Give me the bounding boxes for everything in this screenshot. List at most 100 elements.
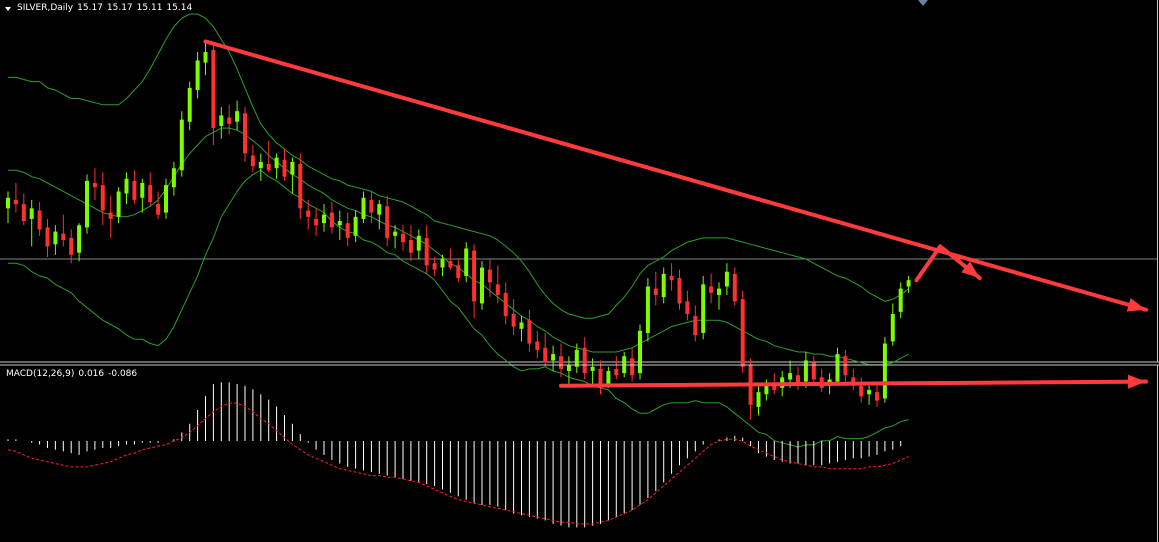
candle[interactable] xyxy=(337,210,342,241)
candle[interactable] xyxy=(464,242,469,283)
candle[interactable] xyxy=(582,337,587,380)
candle[interactable] xyxy=(843,349,848,382)
candle[interactable] xyxy=(61,214,66,247)
candle[interactable] xyxy=(669,263,674,291)
candle[interactable] xyxy=(859,377,864,403)
candle[interactable] xyxy=(717,282,721,310)
candle[interactable] xyxy=(29,199,34,247)
candle[interactable] xyxy=(851,368,856,391)
candle[interactable] xyxy=(77,223,82,262)
candle[interactable] xyxy=(661,267,666,304)
candle[interactable] xyxy=(701,275,706,340)
candle[interactable] xyxy=(511,299,516,336)
candle[interactable] xyxy=(440,254,445,276)
candle[interactable] xyxy=(171,161,176,196)
candle[interactable] xyxy=(21,193,26,226)
candle[interactable] xyxy=(13,183,18,213)
candle[interactable] xyxy=(898,282,903,319)
candle[interactable] xyxy=(203,41,208,76)
candle[interactable] xyxy=(219,106,224,139)
trendline-2[interactable] xyxy=(559,379,1148,388)
candle[interactable] xyxy=(835,347,840,386)
candle[interactable] xyxy=(401,225,405,251)
candle[interactable] xyxy=(290,157,295,194)
candle[interactable] xyxy=(559,343,563,378)
candle[interactable] xyxy=(685,290,690,321)
candle[interactable] xyxy=(322,204,326,232)
candle[interactable] xyxy=(187,81,192,131)
candle[interactable] xyxy=(732,267,737,306)
candle[interactable] xyxy=(164,178,168,219)
candle[interactable] xyxy=(543,332,548,367)
candle[interactable] xyxy=(519,316,524,342)
candle[interactable] xyxy=(535,330,540,359)
candle[interactable] xyxy=(393,225,398,249)
candle[interactable] xyxy=(480,261,484,310)
candle[interactable] xyxy=(329,202,334,234)
candle[interactable] xyxy=(100,172,105,226)
candle[interactable] xyxy=(266,140,271,173)
candle[interactable] xyxy=(875,381,879,407)
candle[interactable] xyxy=(124,172,129,205)
candle[interactable] xyxy=(195,52,200,99)
candle[interactable] xyxy=(353,210,358,243)
candle[interactable] xyxy=(495,265,500,304)
candle[interactable] xyxy=(69,229,74,264)
candle[interactable] xyxy=(424,225,429,274)
candle[interactable] xyxy=(456,259,461,283)
trendline-1[interactable] xyxy=(203,39,1148,312)
candle[interactable] xyxy=(796,366,800,391)
candle[interactable] xyxy=(803,352,808,388)
candle[interactable] xyxy=(306,199,311,230)
candle[interactable] xyxy=(756,385,761,416)
candle[interactable] xyxy=(653,271,658,306)
candle[interactable] xyxy=(724,263,729,295)
candle[interactable] xyxy=(258,153,263,181)
candle[interactable] xyxy=(361,191,366,224)
candle[interactable] xyxy=(6,191,10,224)
candle[interactable] xyxy=(693,305,698,342)
candle[interactable] xyxy=(314,208,319,236)
candle[interactable] xyxy=(890,303,895,346)
candle[interactable] xyxy=(243,106,247,162)
candle[interactable] xyxy=(45,218,50,257)
candle[interactable] xyxy=(416,229,421,260)
candle[interactable] xyxy=(53,225,58,255)
candle[interactable] xyxy=(274,153,279,179)
candle[interactable] xyxy=(638,324,642,380)
shift-marker-icon[interactable] xyxy=(918,0,928,6)
trendline-3[interactable] xyxy=(914,244,943,283)
candle[interactable] xyxy=(614,356,619,380)
candle[interactable] xyxy=(566,356,571,384)
candle[interactable] xyxy=(503,282,508,325)
candle[interactable] xyxy=(156,191,161,219)
candle[interactable] xyxy=(345,212,350,247)
candle[interactable] xyxy=(37,202,42,236)
candle[interactable] xyxy=(487,259,492,298)
candle[interactable] xyxy=(882,337,887,403)
candle[interactable] xyxy=(298,153,303,219)
candle[interactable] xyxy=(740,290,745,374)
candle[interactable] xyxy=(906,275,911,293)
candle[interactable] xyxy=(645,278,650,342)
candle[interactable] xyxy=(867,385,872,405)
candle[interactable] xyxy=(385,195,390,247)
candle[interactable] xyxy=(709,273,714,304)
candle[interactable] xyxy=(148,172,153,207)
candle[interactable] xyxy=(211,43,216,145)
candle[interactable] xyxy=(377,199,382,230)
candle[interactable] xyxy=(85,174,89,234)
candle[interactable] xyxy=(527,309,532,352)
candle[interactable] xyxy=(369,191,374,224)
candle[interactable] xyxy=(140,178,145,213)
candle[interactable] xyxy=(227,104,232,135)
trendlines[interactable] xyxy=(203,39,1148,389)
candle[interactable] xyxy=(116,187,121,224)
candle[interactable] xyxy=(590,358,595,384)
candle[interactable] xyxy=(108,195,113,238)
candle[interactable] xyxy=(598,360,603,395)
candle[interactable] xyxy=(811,356,816,386)
candle[interactable] xyxy=(574,343,579,374)
candle[interactable] xyxy=(132,170,137,205)
